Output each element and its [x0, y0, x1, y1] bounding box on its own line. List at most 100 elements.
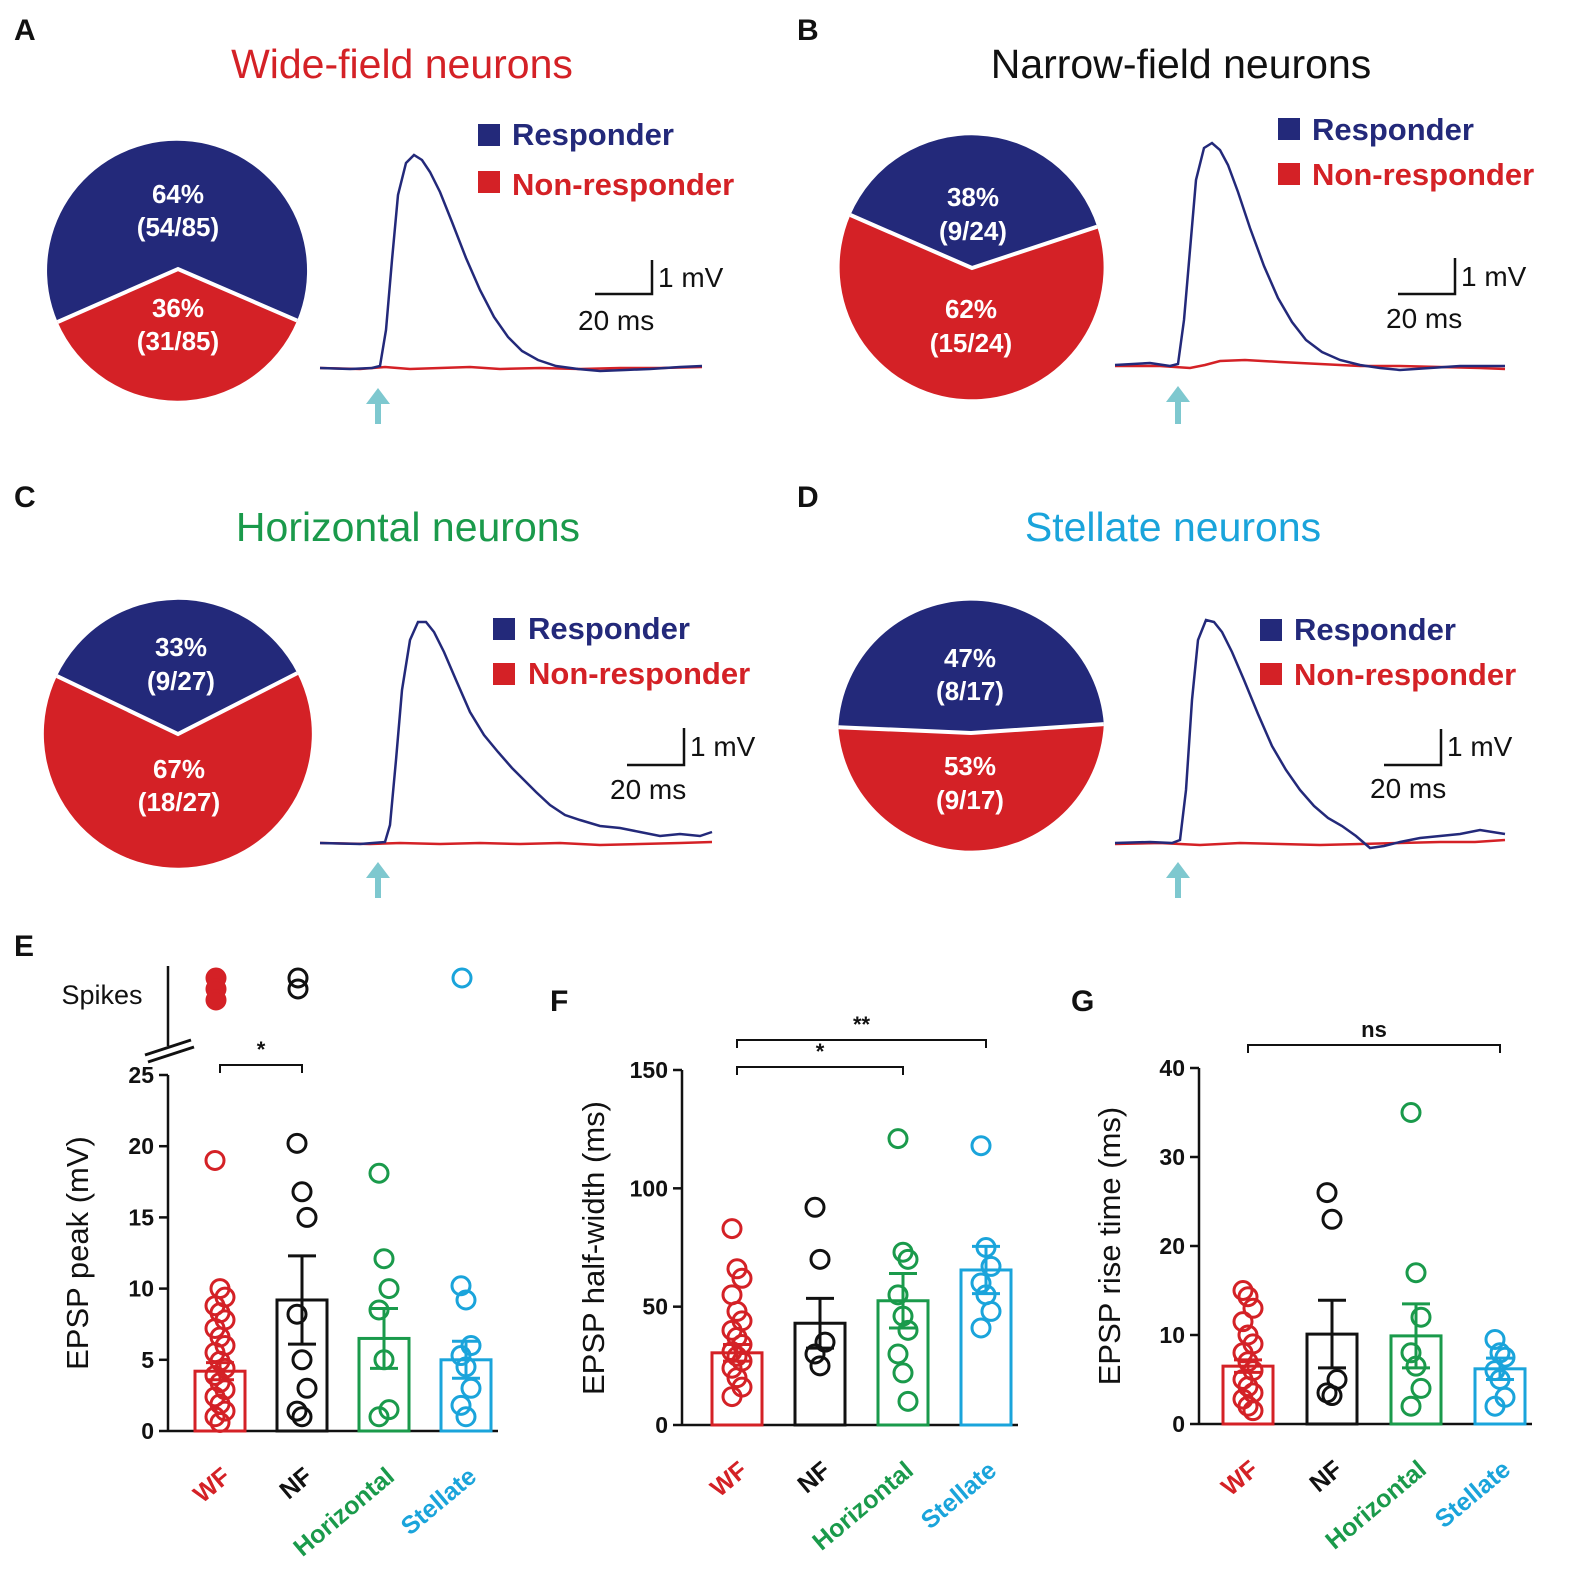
y-axis-label: EPSP rise time (ms)	[1092, 1107, 1127, 1385]
data-point	[897, 1390, 919, 1412]
data-point	[368, 1162, 390, 1184]
pie-slice-non-responder	[839, 215, 1104, 400]
scale-time-label: 20 ms	[1386, 303, 1462, 334]
data-point	[1242, 1297, 1264, 1319]
data-point	[1321, 1385, 1343, 1407]
data-point	[1232, 1311, 1254, 1333]
panel-b-title: Narrow-field neurons	[991, 41, 1372, 87]
y-tick-label: 50	[642, 1294, 668, 1320]
data-point	[1484, 1328, 1506, 1350]
panel-a-title: Wide-field neurons	[231, 41, 573, 87]
panel-label-a: A	[14, 14, 36, 47]
legend-label-non-responder: Non-responder	[528, 656, 750, 691]
data-point	[214, 1400, 236, 1422]
pie-divider	[838, 722, 1104, 736]
legend-label-non-responder: Non-responder	[1312, 157, 1534, 192]
data-point	[1410, 1306, 1432, 1328]
data-point	[970, 1272, 992, 1294]
data-point	[1232, 1280, 1254, 1301]
y-tick-label: 20	[1159, 1233, 1185, 1259]
data-point	[450, 1275, 472, 1297]
pie-slice-responder	[47, 140, 308, 322]
panel-b-trace	[1114, 141, 1506, 424]
panel-label-e: E	[14, 930, 34, 963]
legend-swatch-responder	[1260, 619, 1282, 641]
data-point	[460, 1377, 482, 1399]
data-point	[1400, 1342, 1422, 1364]
trace-non-responder	[1114, 838, 1506, 847]
pie-slice-responder	[838, 600, 1104, 733]
panel-c-title: Horizontal neurons	[236, 504, 580, 550]
data-point	[286, 1132, 308, 1154]
y-axis-label: EPSP peak (mV)	[60, 1136, 95, 1370]
data-point	[892, 1362, 914, 1384]
pie-slice-responder	[850, 135, 1098, 268]
scale-time-label: 20 ms	[578, 305, 654, 336]
significance-bracket	[736, 1039, 987, 1048]
data-point	[1237, 1376, 1259, 1398]
panel-d-title: Stellate neurons	[1025, 504, 1321, 550]
scale-voltage-label: 1 mV	[658, 262, 724, 293]
data-point	[1242, 1400, 1264, 1422]
panel-c-legend: Responder Non-responder	[493, 611, 750, 691]
scale-voltage-label: 1 mV	[690, 731, 756, 762]
significance-bracket	[736, 1066, 904, 1075]
pie-slice-non-responder	[57, 269, 298, 401]
pie-count-non-responder: (18/27)	[138, 787, 220, 817]
data-point	[731, 1267, 753, 1289]
panel-a-legend: Responder Non-responder	[478, 117, 734, 202]
panel-b-pie: 38% (9/24) 62% (15/24)	[839, 135, 1104, 400]
data-point	[970, 1135, 992, 1157]
x-tick-label-wf: WF	[705, 1456, 753, 1502]
panel-d-legend: Responder Non-responder	[1260, 612, 1516, 692]
scale-bar-lines	[595, 260, 654, 296]
data-point	[721, 1218, 743, 1240]
spike-point	[205, 989, 227, 1011]
data-point	[209, 1411, 231, 1433]
data-point	[1237, 1395, 1259, 1417]
pie-count-non-responder: (31/85)	[137, 326, 219, 356]
significance-bracket	[219, 1064, 303, 1073]
data-point	[1237, 1286, 1259, 1308]
panel-a-pie: 64% (54/85) 36% (31/85)	[47, 140, 308, 401]
data-point	[1410, 1377, 1432, 1399]
pie-slice-non-responder	[43, 673, 312, 868]
panel-label-g: G	[1071, 985, 1094, 1018]
scale-voltage-label: 1 mV	[1447, 731, 1513, 762]
data-point	[804, 1343, 826, 1365]
data-point	[721, 1386, 743, 1408]
data-point	[378, 1278, 400, 1300]
pie-divider	[56, 266, 298, 324]
pie-percent-non-responder: 67%	[153, 754, 205, 784]
legend-swatch-non-responder	[493, 663, 515, 685]
data-point	[1484, 1395, 1506, 1417]
data-point	[887, 1343, 909, 1365]
trace-responder	[1114, 618, 1506, 850]
panel-d-scale-bar: 1 mV 20 ms	[1370, 729, 1513, 804]
trace-responder	[1114, 141, 1505, 372]
x-tick-label-nf: NF	[792, 1456, 836, 1499]
data-point	[450, 1345, 472, 1367]
significance-label: *	[257, 1037, 266, 1062]
y-axis-label: EPSP half-width (ms)	[576, 1101, 611, 1395]
x-tick-label-stellate: Stellate	[396, 1462, 482, 1541]
panel-b-scale-bar: 1 mV 20 ms	[1386, 258, 1527, 334]
data-point	[887, 1284, 909, 1306]
stimulus-arrow-icon	[1166, 386, 1190, 424]
panel-label-d: D	[797, 481, 819, 514]
legend-swatch-non-responder	[478, 171, 500, 193]
panel-c-scale-bar: 1 mV 20 ms	[610, 728, 756, 805]
panel-a-scale-bar: 1 mV 20 ms	[578, 260, 724, 336]
legend-swatch-responder	[478, 124, 500, 146]
pie-percent-non-responder: 36%	[152, 293, 204, 323]
panel-d-pie: 47% (8/17) 53% (9/17)	[838, 600, 1104, 851]
x-tick-label-stellate: Stellate	[916, 1456, 1002, 1535]
x-tick-label-stellate: Stellate	[1430, 1455, 1516, 1534]
trace-non-responder	[319, 365, 703, 371]
panel-a-trace	[319, 153, 703, 424]
data-point	[1321, 1208, 1343, 1230]
